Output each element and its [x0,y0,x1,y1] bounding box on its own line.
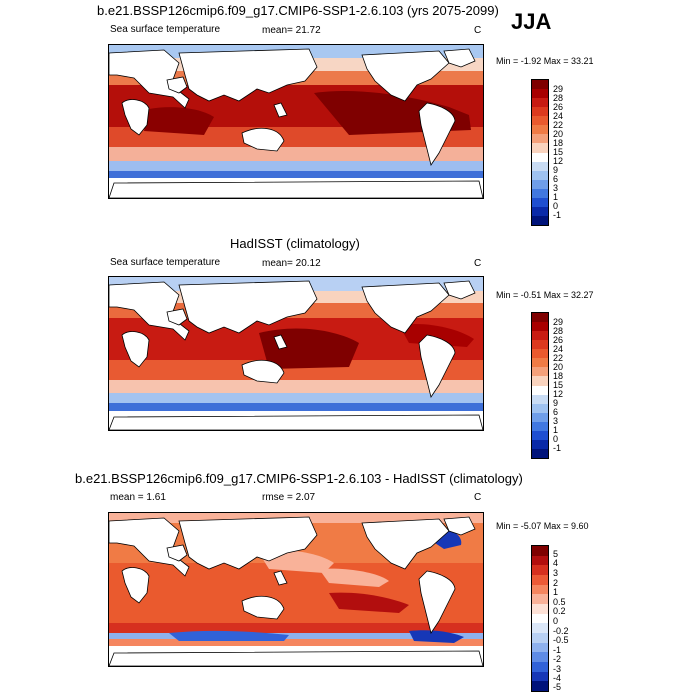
panel1-unit-label: C [474,25,482,36]
panel2-colorbar [531,312,549,459]
colorbar-tick: 22 [553,353,564,363]
colorbar-tick: 6 [553,407,559,417]
colorbar-tick: -1 [553,210,562,220]
colorbar-tick: 29 [553,84,564,94]
colorbar-tick: 26 [553,335,564,345]
colorbar-tick: 24 [553,111,564,121]
colorbar-tick: 3 [553,416,559,426]
colorbar-tick: 1 [553,192,559,202]
colorbar-tick: 20 [553,129,564,139]
colorbar-tick: 2 [553,578,559,588]
panel1-variable-label: Sea surface temperature [110,24,221,35]
panel3-rmse-label: rmse = 2.07 [262,492,316,503]
colorbar-tick: 4 [553,558,559,568]
colorbar-tick: 28 [553,93,564,103]
colorbar-tick: 0 [553,616,559,626]
colorbar-tick: 9 [553,398,559,408]
colorbar-tick: 5 [553,549,559,559]
panel2-title: HadISST (climatology) [230,236,360,251]
colorbar-tick: 12 [553,156,564,166]
colorbar-tick: -2 [553,654,562,664]
colorbar-tick: -4 [553,673,562,683]
colorbar-tick: 1 [553,425,559,435]
panel2-mean-label: mean= 20.12 [262,258,321,269]
panel2-unit-label: C [474,258,482,269]
panel1-mean-label: mean= 21.72 [262,25,321,36]
colorbar-tick: 0 [553,434,559,444]
colorbar-tick: 0.5 [553,597,566,607]
panel3-colorbar [531,545,549,692]
colorbar-tick: 0.2 [553,606,566,616]
colorbar-tick: 3 [553,568,559,578]
colorbar-tick: 18 [553,371,564,381]
colorbar-tick: 0 [553,201,559,211]
colorbar-tick: -1 [553,443,562,453]
panel2-variable-label: Sea surface temperature [110,257,221,268]
panel1-minmax-label: Min = -1.92 Max = 33.21 [496,56,594,66]
panel3-minmax-label: Min = -5.07 Max = 9.60 [496,521,589,531]
colorbar-tick: 15 [553,147,564,157]
colorbar-tick: 15 [553,380,564,390]
colorbar-tick: 26 [553,102,564,112]
panel3-title: b.e21.BSSP126cmip6.f09_g17.CMIP6-SSP1-2.… [75,471,523,486]
colorbar-tick: 9 [553,165,559,175]
panel1-map [108,44,484,199]
colorbar-tick: 24 [553,344,564,354]
panel3-mean-label: mean = 1.61 [110,492,166,503]
panel2-minmax-label: Min = -0.51 Max = 32.27 [496,290,594,300]
colorbar-tick: 18 [553,138,564,148]
colorbar-tick: 6 [553,174,559,184]
panel2-map [108,276,484,431]
colorbar-tick: 1 [553,587,559,597]
colorbar-tick: 22 [553,120,564,130]
season-label: JJA [511,9,552,34]
panel3-unit-label: C [474,492,482,503]
colorbar-tick: 28 [553,326,564,336]
colorbar-tick: 12 [553,389,564,399]
colorbar-tick: -0.2 [553,626,569,636]
colorbar-tick: 29 [553,317,564,327]
panel1-title: b.e21.BSSP126cmip6.f09_g17.CMIP6-SSP1-2.… [97,3,499,18]
panel3-map [108,512,484,667]
colorbar-tick: -1 [553,645,562,655]
colorbar-tick: 3 [553,183,559,193]
colorbar-tick: -3 [553,664,562,674]
panel1-colorbar [531,79,549,226]
colorbar-tick: -5 [553,682,562,692]
colorbar-tick: -0.5 [553,635,569,645]
colorbar-tick: 20 [553,362,564,372]
